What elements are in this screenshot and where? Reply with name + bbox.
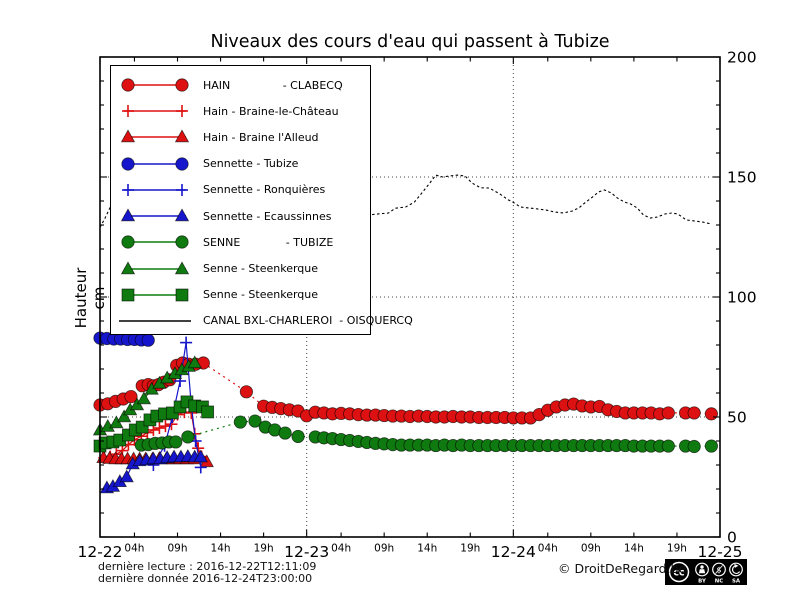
series-senne-steenkerque-sq [93, 395, 215, 453]
y-tick-label: 100 [727, 289, 757, 307]
y-tick-label: 150 [727, 169, 757, 187]
x-tick-hour-label: 19h [254, 543, 274, 555]
legend-label: Senne - Steenkerque [203, 288, 319, 302]
chart-title: Niveaux des cours d'eau qui passent à Tu… [210, 32, 610, 52]
series-senne-steenkerque-tri [92, 355, 202, 436]
y-tick-label: 50 [727, 409, 747, 427]
x-tick-hour-label: 19h [460, 543, 480, 555]
x-tick-hour-label: 09h [167, 543, 187, 555]
legend-item-hain-clabecq: HAIN - CLABECQ [111, 73, 343, 97]
legend-label: SENNE - TUBIZE [203, 235, 334, 249]
last-reading-text: dernière lecture : 2016-12-22T12:11:09 [98, 560, 317, 573]
y-tick-label: 0 [727, 529, 737, 547]
legend-item-senne-steenkerque-sq: Senne - Steenkerque [111, 283, 318, 307]
legend-label: Hain - Braine l'Alleud [203, 130, 319, 144]
x-tick-hour-label: 09h [374, 543, 394, 555]
x-tick-hour-label: 09h [581, 543, 601, 555]
legend-marker-senne-steenkerque-sq [121, 288, 189, 302]
legend-marker-canal-bxl-charleroi [119, 320, 191, 322]
legend-marker-senne-steenkerque-tri [120, 260, 190, 274]
x-tick-hour-label: 04h [331, 543, 351, 555]
y-tick-label: 200 [727, 49, 757, 67]
x-tick-hour-label: 14h [624, 543, 644, 555]
svg-text:cc: cc [673, 568, 684, 579]
legend-label: Sennette - Ronquières [203, 183, 326, 197]
legend-item-senne-tubize: SENNE - TUBIZE [111, 230, 333, 254]
legend-label: Sennette - Tubize [203, 157, 299, 171]
legend-label: HAIN - CLABECQ [203, 78, 343, 92]
legend-marker-hain-braine-le-chateau [122, 105, 188, 118]
legend-label: Hain - Braine-le-Château [203, 104, 339, 118]
legend-item-sennette-ecaussinnes: Sennette - Ecaussinnes [111, 204, 332, 228]
legend-item-hain-braine-le-chateau: Hain - Braine-le-Château [111, 99, 339, 123]
series-sennette-ecaussinnes [99, 448, 208, 494]
legend-marker-hain-clabecq [121, 78, 189, 92]
x-tick-hour-label: 04h [538, 543, 558, 555]
legend-marker-sennette-tubize [121, 157, 189, 171]
legend-item-senne-steenkerque-tri: Senne - Steenkerque [111, 257, 318, 281]
x-tick-hour-label: 04h [124, 543, 144, 555]
cc-badge-label: SA [732, 578, 741, 584]
cc-badge-label: BY [698, 578, 706, 584]
x-tick-day-label: 12-25 [697, 543, 742, 561]
x-tick-day-label: 12-23 [284, 543, 329, 561]
legend-item-hain-braine-l-alleud: Hain - Braine l'Alleud [111, 125, 319, 149]
series-canal-bxl-charleroi [99, 174, 712, 228]
chart-legend: HAIN - CLABECQ Hain - Braine-le-Château Ha… [110, 65, 413, 335]
x-tick-hour-label: 14h [417, 543, 437, 555]
x-tick-day-label: 12-22 [77, 543, 122, 561]
legend-marker-sennette-ecaussinnes [120, 208, 190, 222]
series-senne-tubize [134, 414, 718, 454]
legend-label: Senne - Steenkerque [203, 262, 319, 276]
legend-item-canal-bxl-charleroi: CANAL BXL-CHARLEROI - OISQUERCQ [111, 309, 413, 333]
legend-item-sennette-tubize: Sennette - Tubize [111, 152, 298, 176]
legend-item-sennette-ronquieres: Sennette - Ronquières [111, 178, 325, 202]
cc-badge-label: NC [715, 578, 724, 584]
copyright-text: © DroitDeRegard.be [558, 561, 687, 576]
legend-marker-senne-tubize [121, 235, 189, 249]
legend-label: Sennette - Ecaussinnes [203, 209, 332, 223]
legend-marker-hain-braine-l-alleud [120, 129, 190, 143]
legend-marker-sennette-ronquieres [122, 183, 188, 196]
legend-label: CANAL BXL-CHARLEROI - OISQUERCQ [203, 314, 413, 328]
x-tick-hour-label: 14h [211, 543, 231, 555]
last-data-text: dernière donnée 2016-12-24T23:00:00 [98, 572, 313, 585]
x-tick-day-label: 12-24 [491, 543, 536, 561]
x-tick-hour-label: 19h [667, 543, 687, 555]
